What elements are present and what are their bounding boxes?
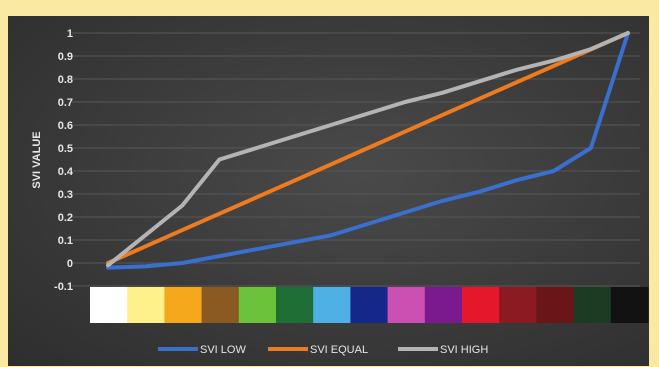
category-swatch [276, 287, 314, 323]
series-line-svi-low [106, 31, 630, 270]
category-swatch [127, 287, 165, 323]
category-color-swatches [90, 287, 649, 323]
category-swatch [424, 287, 463, 323]
legend-label: SVI EQUAL [310, 344, 368, 356]
series-line-svi-equal [106, 31, 630, 265]
y-tick-label: 0.4 [58, 166, 74, 178]
category-swatch [536, 287, 575, 323]
category-swatch [387, 287, 426, 323]
y-axis-label: SVI VALUE [31, 131, 43, 188]
series-line-svi-high [106, 31, 630, 268]
y-tick-label: -0.1 [54, 281, 73, 293]
category-swatch [238, 287, 277, 323]
y-tick-label: 0.6 [58, 120, 73, 132]
y-tick-label: 0.7 [58, 97, 73, 109]
y-tick-label: 0.3 [58, 189, 73, 201]
series-lines [106, 31, 630, 270]
category-swatch [462, 287, 500, 323]
legend-label: SVI HIGH [440, 344, 488, 356]
category-swatch [201, 287, 240, 323]
y-tick-label: 0.5 [58, 143, 73, 155]
legend: SVI LOW SVI EQUAL SVI HIGH [158, 344, 488, 356]
category-swatch [610, 287, 649, 323]
y-tick-label: 0.8 [58, 74, 73, 86]
y-tick-labels: 1 0.9 0.8 0.7 0.6 0.5 0.4 0.3 0.2 0.1 0 -0.1 [54, 28, 74, 293]
legend-label: SVI LOW [200, 344, 246, 356]
y-tick-label: 0.2 [58, 212, 73, 224]
category-swatch [573, 287, 612, 323]
y-tick-label: 0.1 [58, 235, 73, 247]
y-tick-label: 0.9 [58, 51, 73, 63]
category-swatch [90, 287, 128, 323]
y-tick-label: 1 [67, 28, 73, 40]
category-swatch [350, 287, 389, 323]
category-swatch [164, 287, 203, 323]
category-swatch [499, 287, 537, 323]
y-tick-label: 0 [67, 258, 73, 270]
grid-lines [72, 32, 640, 287]
category-swatch [313, 287, 351, 323]
